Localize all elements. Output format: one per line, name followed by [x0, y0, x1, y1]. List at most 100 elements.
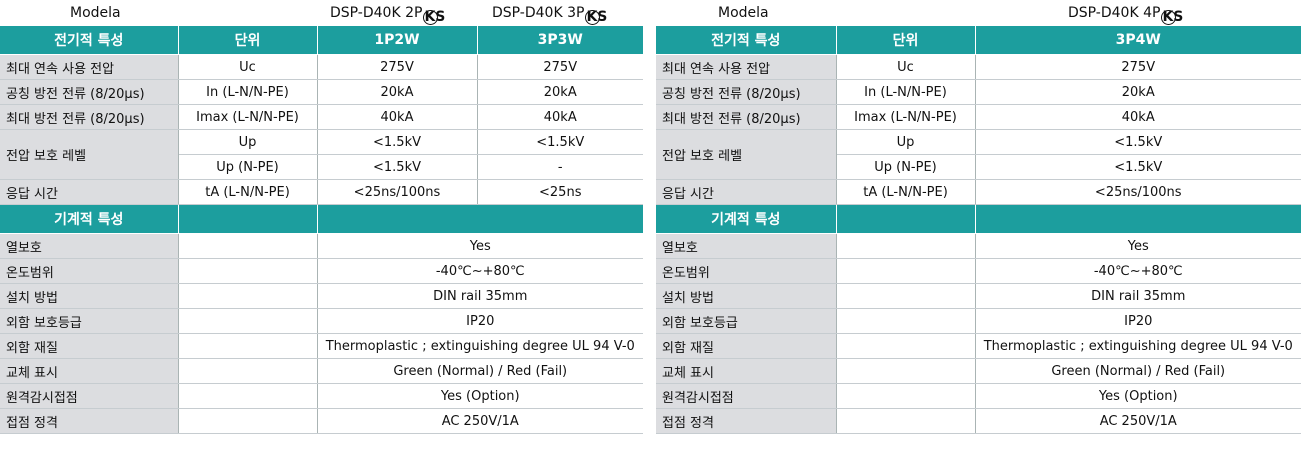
value-cell: 40kA [975, 104, 1301, 130]
unit-cell [178, 408, 318, 434]
row-label: 교체 표시 [0, 358, 179, 384]
table-row: 접점 정격 AC 250V/1A [0, 408, 643, 434]
header-cell [317, 204, 643, 234]
ks-certification-icon: KS [1161, 9, 1184, 25]
table-row: 최대 연속 사용 전압 Uc 275V 275V [0, 54, 643, 80]
unit-cell [836, 308, 976, 334]
unit-cell [178, 358, 318, 384]
row-label: 설치 방법 [0, 283, 179, 309]
table-row: 원격감시접점 Yes (Option) [656, 383, 1301, 409]
unit-cell [178, 383, 318, 409]
value-cell: <1.5kV [975, 129, 1301, 155]
value-cell: <25ns/100ns [975, 179, 1301, 205]
row-label: 열보호 [656, 233, 837, 259]
row-label: 설치 방법 [656, 283, 837, 309]
value-cell: IP20 [975, 308, 1301, 334]
value-cell: Green (Normal) / Red (Fail) [317, 358, 643, 384]
unit-cell [178, 258, 318, 284]
header-cell: 단위 [178, 26, 318, 55]
value-cell: <1.5kV [317, 129, 478, 155]
unit-cell: Imax (L-N/N-PE) [178, 104, 318, 130]
row-label: 외함 재질 [0, 333, 179, 359]
unit-cell: Uc [836, 54, 976, 80]
unit-cell: In (L-N/N-PE) [178, 79, 318, 105]
unit-cell [836, 233, 976, 259]
unit-cell: In (L-N/N-PE) [836, 79, 976, 105]
value-cell: <25ns/100ns [317, 179, 478, 205]
unit-cell: Up [836, 129, 976, 155]
value-cell: Green (Normal) / Red (Fail) [975, 358, 1301, 384]
row-label: 원격감시접점 [656, 383, 837, 409]
row-label: 열보호 [0, 233, 179, 259]
value-cell: -40℃~+80℃ [975, 258, 1301, 284]
table-row: 최대 방전 전류 (8/20μs) Imax (L-N/N-PE) 40kA 4… [0, 104, 643, 130]
row-label: 응답 시간 [656, 179, 837, 205]
table-row: 공칭 방전 전류 (8/20μs) In (L-N/N-PE) 20kA 20k… [0, 79, 643, 105]
model-name: DSP-D40K 3P KS [492, 5, 608, 25]
value-cell: DIN rail 35mm [317, 283, 643, 309]
row-label: 접점 정격 [656, 408, 837, 434]
spec-panel-right: Modela DSP-D40K 4P KS 전기적 특성 단위 3P4W 최대 연… [656, 0, 1301, 434]
unit-cell [836, 358, 976, 384]
unit-cell: tA (L-N/N-PE) [178, 179, 318, 205]
table-row: 응답 시간 tA (L-N/N-PE) <25ns/100ns <25ns [0, 179, 643, 205]
model-label: Modela [70, 5, 121, 21]
ks-certification-icon: KS [585, 9, 608, 25]
header-cell [836, 204, 976, 234]
model-name: DSP-D40K 2P KS [330, 5, 446, 25]
model-name: DSP-D40K 4P KS [1068, 5, 1184, 25]
table-row: Up (N-PE) <1.5kV [656, 154, 1301, 180]
value-cell: Yes [975, 233, 1301, 259]
table-row: 전압 보호 레벨 Up <1.5kV [656, 129, 1301, 180]
value-cell: <1.5kV [477, 129, 643, 155]
row-label: 온도범위 [0, 258, 179, 284]
unit-cell [836, 258, 976, 284]
value-cell: 40kA [477, 104, 643, 130]
header-row: 전기적 특성 단위 1P2W 3P3W [0, 26, 643, 55]
value-cell: Thermoplastic ; extinguishing degree UL … [975, 333, 1301, 359]
header-cell: 전기적 특성 [656, 26, 837, 55]
unit-cell: Up (N-PE) [178, 154, 318, 180]
model-row: Modela DSP-D40K 2P KS DSP-D40K 3P KS [0, 0, 643, 26]
value-cell: 40kA [317, 104, 478, 130]
row-label: 외함 재질 [656, 333, 837, 359]
unit-cell [836, 383, 976, 409]
table-row: 온도범위 -40℃~+80℃ [656, 258, 1301, 284]
header-cell [975, 204, 1301, 234]
value-cell: 20kA [317, 79, 478, 105]
value-cell: -40℃~+80℃ [317, 258, 643, 284]
row-label: 최대 방전 전류 (8/20μs) [656, 104, 837, 130]
unit-cell [178, 333, 318, 359]
row-label: 전압 보호 레벨 [0, 129, 179, 180]
table-row: 외함 보호등급 IP20 [0, 308, 643, 334]
value-cell: <25ns [477, 179, 643, 205]
value-cell: IP20 [317, 308, 643, 334]
header-cell: 단위 [836, 26, 976, 55]
row-label: 최대 연속 사용 전압 [656, 54, 837, 80]
table-row: 설치 방법 DIN rail 35mm [656, 283, 1301, 309]
value-cell: Thermoplastic ; extinguishing degree UL … [317, 333, 643, 359]
value-cell: 20kA [975, 79, 1301, 105]
table-row: 열보호 Yes [0, 233, 643, 259]
value-cell: DIN rail 35mm [975, 283, 1301, 309]
spec-table: 전기적 특성 단위 1P2W 3P3W 최대 연속 사용 전압 Uc 275V … [0, 26, 643, 434]
unit-cell [836, 283, 976, 309]
header-cell: 전기적 특성 [0, 26, 179, 55]
value-cell: 20kA [477, 79, 643, 105]
table-row: 원격감시접점 Yes (Option) [0, 383, 643, 409]
value-cell: - [477, 154, 643, 180]
value-cell: AC 250V/1A [317, 408, 643, 434]
table-row: 최대 방전 전류 (8/20μs) Imax (L-N/N-PE) 40kA [656, 104, 1301, 130]
table-row: Up (N-PE) <1.5kV - [0, 154, 643, 180]
table-row: 접점 정격 AC 250V/1A [656, 408, 1301, 434]
unit-cell [178, 308, 318, 334]
value-cell: <1.5kV [975, 154, 1301, 180]
table-row: 열보호 Yes [656, 233, 1301, 259]
header-row: 전기적 특성 단위 3P4W [656, 26, 1301, 55]
table-row: 외함 보호등급 IP20 [656, 308, 1301, 334]
value-cell: 275V [975, 54, 1301, 80]
row-label: 온도범위 [656, 258, 837, 284]
section-header-row: 기계적 특성 [0, 204, 643, 234]
section-header-row: 기계적 특성 [656, 204, 1301, 234]
row-label: 전압 보호 레벨 [656, 129, 837, 180]
